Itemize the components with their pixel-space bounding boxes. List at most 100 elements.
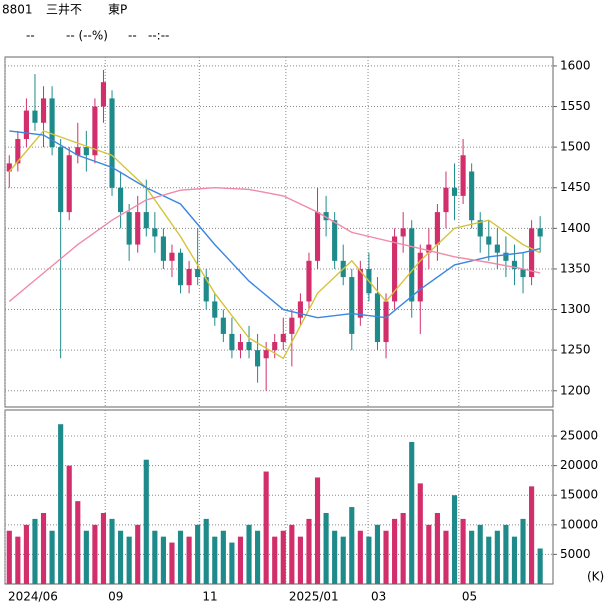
volume-bar [263,471,269,584]
y-tick-label: 1550 [560,99,591,113]
candle-body [152,228,158,237]
candle-body [6,163,12,172]
volume-bar [400,512,406,584]
volume-bar [32,518,38,584]
volume-bar [314,477,321,584]
y-tick-label: 15000 [560,488,598,502]
volume-bar [195,524,201,584]
candle-body [332,220,338,261]
candle-body [83,147,89,156]
volume-bar [6,530,12,584]
moving-average [9,130,541,319]
candle-body [229,333,235,351]
volume-bar [503,524,509,584]
price: -- [26,29,35,43]
candle-body [417,252,423,302]
candle-body [477,220,483,237]
volume-bar [237,536,244,584]
volume-bar [143,459,149,584]
volume-bar [477,524,483,584]
price-frame [4,56,554,408]
volume-bar [229,542,235,584]
x-tick-label: 2025/01 [289,590,339,604]
candle-body [169,252,175,261]
volume-bar [66,465,72,584]
candle-body [118,187,124,213]
volume-bar [75,501,81,584]
candle-body [126,212,132,245]
candle-body [143,212,149,229]
change: -- (--%) [66,29,108,43]
candle-body [92,106,98,156]
y-tick-label: 1200 [560,383,591,397]
candle-body [306,260,312,302]
volume-bar [289,524,295,584]
y-tick-label: 20000 [560,458,598,472]
candle-body [511,260,518,269]
volume-bar [40,512,47,584]
volume-bar [469,530,475,584]
x-tick-label: 03 [371,590,386,604]
candle-body [323,212,329,221]
volume-bar [443,530,449,584]
y-tick-label: 1350 [560,261,591,275]
volume-bar [246,524,252,584]
candle-body [109,98,115,188]
candle-body [237,342,244,351]
volume-bar [92,524,98,584]
volume-bar [374,524,381,584]
candle-body [392,236,398,302]
time: --:-- [148,29,169,43]
y-tick-label: 10000 [560,517,598,531]
candle-body [203,277,209,302]
volume-bar [177,530,184,584]
candle-body [289,317,295,334]
stock-name: 三井不 [46,3,82,17]
moving-average [8,130,541,360]
volume-bar [297,536,303,584]
volume-bar [212,536,218,584]
volume-bar [160,536,166,584]
candle-body [469,171,475,221]
volume-bar [109,518,115,584]
volume-bar [451,495,458,584]
moving-average [8,186,541,302]
volume-bar [272,536,278,584]
x-tick-label: 2024/06 [8,590,58,604]
market: 東P [108,3,127,17]
volume-bar [383,530,389,584]
candle-body [186,268,192,286]
volume-bar [537,548,543,584]
volume-bar [152,530,158,584]
y-tick-label: 1300 [560,302,591,316]
candle-body [297,301,303,318]
volume-bar [323,512,329,584]
y-tick-label: 1400 [560,221,591,235]
candle-body [66,155,72,213]
volume-bar [135,524,141,584]
volume-bar [15,536,21,584]
volume-bar [49,530,55,584]
volume-bar [460,518,466,584]
y-tick-label: 5000 [560,547,591,561]
volume-bar [280,530,286,584]
candle-body [177,252,184,286]
volume: -- [128,29,137,43]
x-tick-label: 05 [462,590,477,604]
candle-body [195,268,201,278]
candle-body [58,147,64,213]
volume-bar [520,518,526,584]
stock-code: 8801 [2,3,33,17]
y-tick-label: 1500 [560,140,591,154]
candle-body [503,252,509,261]
volume-bar [409,441,415,584]
volume-bar [203,518,209,584]
candle-body [49,98,55,148]
volume-bar [255,530,261,584]
candle-body [409,228,415,302]
candle-body [160,236,166,261]
volume-bar [58,424,64,584]
y-tick-label: 1450 [560,180,591,194]
volume-bar [434,512,440,584]
candle-body [40,98,47,123]
